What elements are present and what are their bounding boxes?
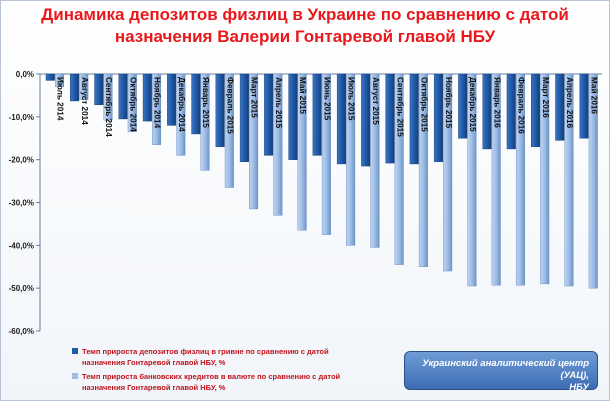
bar-series-1	[385, 73, 395, 164]
legend-label-series-2: Темп прироста банковских кредитов в валю…	[82, 372, 341, 392]
x-tick-label: Октябрь 2014	[128, 77, 138, 132]
bar-series-1	[288, 73, 298, 160]
x-tick-label: Июль 2014	[56, 77, 65, 121]
x-tick-label: Март 2015	[250, 77, 259, 118]
bar-series-2	[418, 73, 428, 267]
bar-series-1	[264, 73, 274, 156]
x-tick-label: Ноябрь 2014	[153, 77, 163, 129]
bar-series-2	[370, 73, 380, 248]
bars-group	[45, 73, 598, 289]
bar-series-2	[515, 73, 525, 286]
bar-series-1	[94, 73, 104, 106]
bar-series-1	[361, 73, 371, 167]
x-tick-label: Февраль 2016	[517, 77, 526, 134]
x-tick-label: Декабрь 2015	[468, 77, 478, 132]
legend-label-series-1: Темп прироста депозитов физлиц в гривне …	[82, 347, 329, 367]
x-tick-label: Ноябрь 2015	[444, 77, 454, 129]
bar-series-2	[200, 73, 210, 171]
x-tick-label: Октябрь 2015	[420, 77, 430, 132]
bar-series-1	[555, 73, 565, 141]
bar-series-1	[118, 73, 128, 120]
y-tick-label: -60,0%	[9, 327, 34, 336]
bar-series-1	[191, 73, 201, 135]
bar-series-1	[215, 73, 225, 148]
bar-series-1	[142, 73, 152, 122]
bar-series-2	[588, 73, 598, 289]
bar-series-2	[564, 73, 574, 287]
x-tick-label: Август 2014	[80, 77, 89, 125]
bar-series-2	[176, 73, 186, 156]
x-labels: Июль 2014 Август 2014 Сентябрь 2014 Октябрь…	[56, 77, 599, 137]
bar-series-1	[312, 73, 322, 156]
legend-item-series-1: Темп прироста депозитов физлиц в гривне …	[72, 346, 372, 368]
bar-series-1	[239, 73, 249, 163]
legend-swatch-series-2	[72, 373, 78, 379]
bar-series-2	[79, 73, 89, 100]
x-tick-label: Май 2015	[298, 77, 307, 114]
x-tick-label: Август 2015	[371, 77, 380, 125]
y-tick-label: 0,0%	[16, 70, 34, 79]
legend: Темп прироста депозитов физлиц в гривне …	[72, 346, 372, 396]
bar-series-2	[346, 73, 356, 246]
x-tick-label: Сентябрь 2015	[395, 77, 405, 137]
x-tick-label: Апрель 2015	[274, 77, 283, 129]
bar-series-2	[152, 73, 162, 145]
x-tick-label: Декабрь 2014	[177, 77, 187, 132]
bar-series-2	[224, 73, 234, 188]
x-tick-label: Июль 2015	[347, 77, 356, 121]
bar-series-1	[70, 73, 80, 102]
y-tick-label: -20,0%	[9, 156, 34, 165]
x-tick-label: Февраль 2015	[225, 77, 234, 134]
x-tick-label: Январь 2016	[492, 77, 501, 128]
bar-series-1	[506, 73, 516, 150]
x-tick-label: Апрель 2016	[565, 77, 574, 129]
y-tick-label: -30,0%	[9, 199, 34, 208]
bar-series-2	[249, 73, 259, 210]
y-tick-label: -40,0%	[9, 241, 34, 250]
bar-series-2	[55, 73, 65, 88]
bar-series-1	[433, 73, 443, 163]
bar-series-2	[273, 73, 283, 216]
legend-swatch-series-1	[72, 348, 78, 354]
bar-series-2	[491, 73, 501, 286]
bar-series-2	[127, 73, 137, 133]
bar-series-1	[167, 73, 177, 126]
y-tick-label: -50,0%	[9, 284, 34, 293]
bar-series-2	[297, 73, 307, 231]
bar-series-1	[45, 73, 55, 81]
chart-title: Динамика депозитов физлиц в Украине по с…	[41, 5, 569, 46]
bar-series-2	[321, 73, 331, 235]
source-line-1: Украинский аналитический центр (УАЦ),	[422, 358, 589, 381]
x-tick-label: Январь 2015	[201, 77, 210, 128]
x-tick-label: Март 2016	[541, 77, 550, 118]
bar-series-1	[336, 73, 346, 165]
x-tick-label: Май 2016	[589, 77, 598, 114]
bar-series-1	[531, 73, 541, 148]
bar-series-2	[443, 73, 453, 272]
bar-series-1	[458, 73, 468, 139]
bar-series-2	[394, 73, 404, 265]
y-tick-label: -10,0%	[9, 113, 34, 122]
bar-series-2	[540, 73, 550, 285]
bar-series-1	[409, 73, 419, 165]
bar-series-1	[482, 73, 492, 150]
x-tick-label: Июнь 2015	[322, 77, 331, 121]
bar-series-2	[103, 73, 113, 121]
bar-series-2	[467, 73, 477, 287]
source-line-2: НБУ	[569, 382, 589, 393]
legend-item-series-2: Темп прироста банковских кредитов в валю…	[72, 371, 372, 393]
source-box: Украинский аналитический центр (УАЦ), НБ…	[404, 351, 598, 393]
bar-series-1	[579, 73, 589, 139]
x-tick-label: Сентябрь 2014	[104, 77, 114, 137]
